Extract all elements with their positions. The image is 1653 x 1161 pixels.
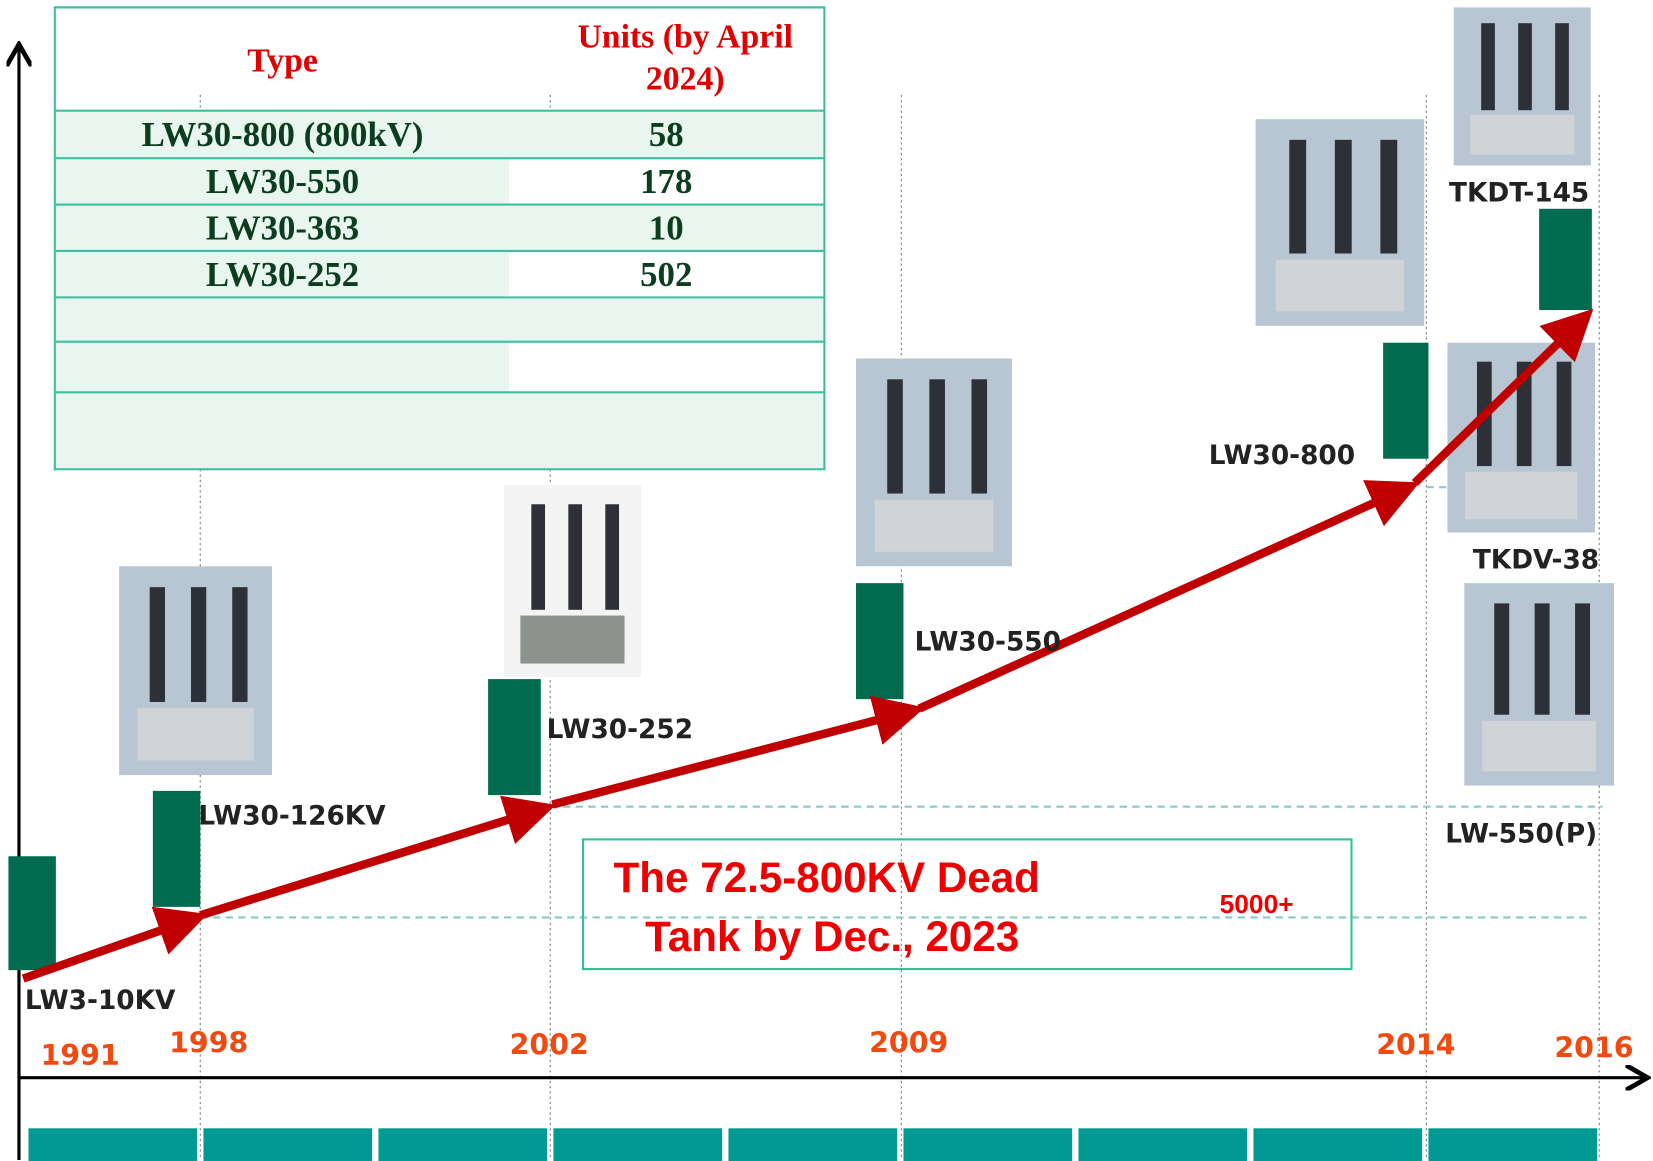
product-photo [856, 359, 1012, 567]
product-label: LW30-550 [915, 628, 1061, 658]
tank [1470, 115, 1574, 155]
bushing [1555, 23, 1569, 110]
product-label: LW30-800 [1209, 441, 1355, 471]
row-bg [55, 392, 825, 469]
banner-total: 5000+ [1220, 889, 1294, 919]
bushing [531, 504, 545, 610]
footer-blocks [28, 1128, 1597, 1161]
bushing [1518, 23, 1532, 110]
product-photo [119, 566, 272, 775]
bushing [1481, 23, 1495, 110]
type-cell: LW30-800 (800kV) [142, 115, 424, 154]
bushing [971, 379, 987, 493]
type-cell: LW30-363 [206, 208, 359, 247]
header-cell: Units (by April 2024) [548, 15, 822, 99]
bushing [1557, 362, 1572, 466]
row-bg [55, 297, 825, 341]
bushing [1289, 140, 1306, 254]
tank [137, 708, 253, 760]
product-photo [1256, 119, 1425, 326]
bushing [1335, 140, 1352, 254]
units-cell: 10 [649, 208, 684, 247]
product-label: TKDV-38 [1473, 545, 1599, 575]
timeline: Type Units (by April 2024) LW30-800 (800kV… [0, 0, 1653, 1161]
header-cell: Type [247, 43, 318, 80]
bushing [191, 587, 206, 702]
product-label: LW3-10KV [25, 986, 176, 1016]
type-cell: LW30-550 [206, 162, 359, 201]
bushing [1575, 603, 1590, 714]
units-cell: 58 [649, 115, 684, 154]
product-photo [504, 485, 641, 677]
tank [875, 500, 994, 552]
product-label: LW-550(P) [1445, 820, 1597, 850]
product-label: TKDT-145 [1449, 178, 1589, 208]
product-photo [1454, 7, 1591, 165]
product-photo [1447, 343, 1595, 533]
bushing [1494, 603, 1509, 714]
tank [1482, 721, 1596, 772]
table: Type Units (by April 2024) LW30-800 (800kV… [55, 7, 825, 469]
bushing [929, 379, 945, 493]
row-bg [55, 205, 825, 251]
banner-line: Tank by Dec., 2023 [645, 913, 1019, 960]
header-cell-wrap: Units (by April 2024) [548, 15, 822, 108]
tank [1276, 260, 1404, 312]
bushing [1380, 140, 1397, 254]
year-label: 2014 [1376, 1028, 1455, 1061]
year-label: 2009 [869, 1026, 948, 1059]
bushing [568, 504, 582, 610]
units-cell: 502 [640, 255, 692, 294]
year-label: 2016 [1554, 1032, 1633, 1065]
bushing [150, 587, 165, 702]
bushing [232, 587, 247, 702]
product-photo [1464, 583, 1614, 785]
banner-line: The 72.5-800KV Dead [614, 854, 1040, 901]
tank [520, 616, 624, 664]
tank [1465, 472, 1577, 519]
type-cell: LW30-252 [206, 255, 359, 294]
units-cell: 178 [640, 162, 692, 201]
product-label: LW30-252 [547, 715, 693, 745]
bushing [1535, 603, 1550, 714]
product-label: LW30-126KV [198, 802, 386, 832]
year-label: 2002 [510, 1028, 589, 1061]
bushing [605, 504, 619, 610]
cell-bg [509, 342, 824, 393]
bushing [887, 379, 903, 493]
year-label: 1998 [169, 1026, 248, 1059]
year-label: 1991 [41, 1039, 120, 1072]
